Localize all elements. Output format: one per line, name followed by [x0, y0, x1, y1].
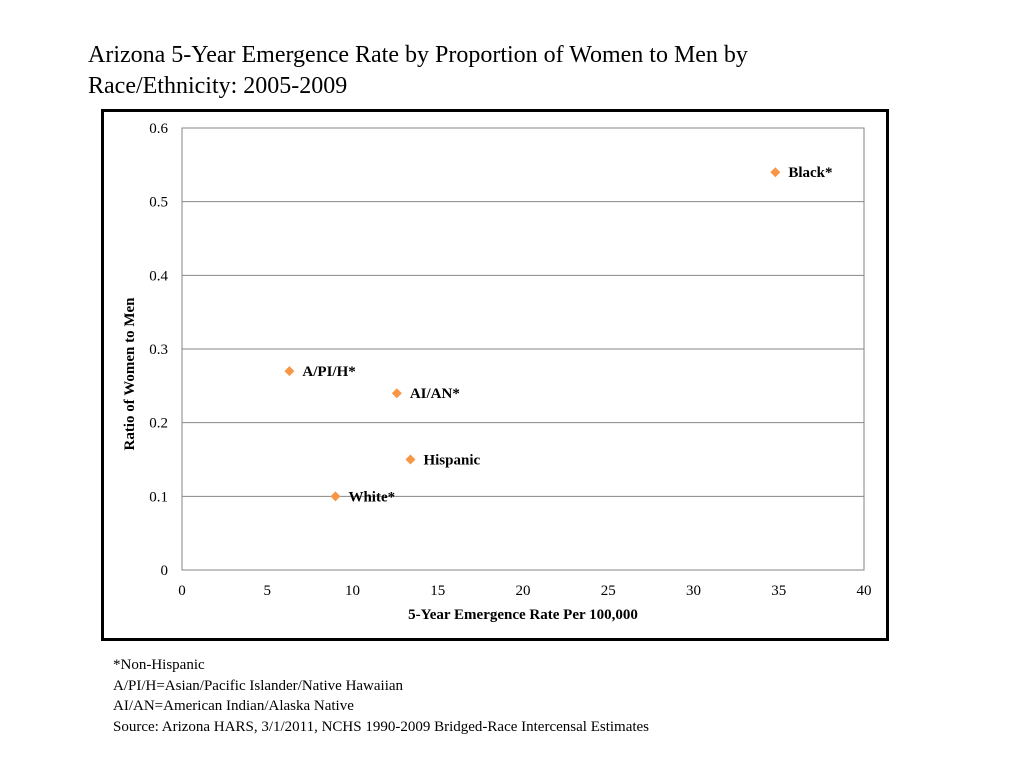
x-tick-label: 5	[264, 583, 272, 599]
footnotes: *Non-Hispanic A/PI/H=Asian/Pacific Islan…	[113, 655, 913, 737]
x-tick-label: 15	[430, 583, 445, 599]
footnote-line: AI/AN=American Indian/Alaska Native	[113, 698, 354, 714]
gridlines	[182, 201, 864, 497]
footnote-line: *Non-Hispanic	[113, 657, 205, 673]
x-tick-label: 10	[345, 583, 360, 599]
y-tick-label: 0.4	[149, 268, 168, 284]
data-point-label: Black*	[788, 165, 832, 181]
x-tick-label: 0	[178, 583, 186, 599]
x-tick-label: 35	[771, 583, 786, 599]
y-axis-title: Ratio of Women to Men	[122, 297, 138, 451]
footnote-line: A/PI/H=Asian/Pacific Islander/Native Haw…	[113, 677, 404, 694]
data-point-label: A/PI/H*	[302, 364, 355, 380]
y-tick-label: 0.5	[149, 195, 168, 211]
data-point-marker	[770, 167, 781, 178]
data-point-marker	[330, 491, 341, 502]
data-point-marker	[405, 454, 416, 465]
x-axis-title: 5-Year Emergence Rate Per 100,000	[408, 607, 638, 623]
page-title: Arizona 5-Year Emergence Rate by Proport…	[88, 42, 748, 99]
y-tick-label: 0.2	[149, 416, 168, 432]
data-point-label: AI/AN*	[410, 386, 460, 402]
x-tick-label: 20	[516, 583, 531, 599]
data-points: Black* A/PI/H* AI/AN* Hispanic White*	[284, 165, 833, 505]
plot-area	[181, 127, 865, 571]
x-tick-label: 30	[686, 583, 701, 599]
x-axis-ticks: 0 5 10 15 20 25 30 35 40	[178, 583, 871, 599]
scatter-chart: 0 0.1 0.2 0.3 0.4 0.5 0.6 0 5 10 15 20 25 30 35 40 5-Y…	[122, 121, 872, 623]
x-tick-label: 25	[601, 583, 616, 599]
x-tick-label: 40	[857, 583, 872, 599]
y-tick-label: 0.3	[149, 342, 168, 358]
data-point-marker	[284, 366, 295, 377]
data-point-label: White*	[348, 489, 395, 505]
data-point-label: Hispanic	[423, 453, 480, 469]
data-point-marker	[391, 388, 402, 399]
y-tick-label: 0.1	[149, 489, 168, 505]
footnote-line: Source: Arizona HARS, 3/1/2011, NCHS 199…	[113, 718, 650, 735]
y-axis-ticks: 0 0.1 0.2 0.3 0.4 0.5 0.6	[149, 121, 168, 579]
chart-frame: 0 0.1 0.2 0.3 0.4 0.5 0.6 0 5 10 15 20 25 30 35 40 5-Y…	[101, 109, 889, 641]
y-tick-label: 0	[161, 563, 169, 579]
y-tick-label: 0.6	[149, 121, 168, 137]
